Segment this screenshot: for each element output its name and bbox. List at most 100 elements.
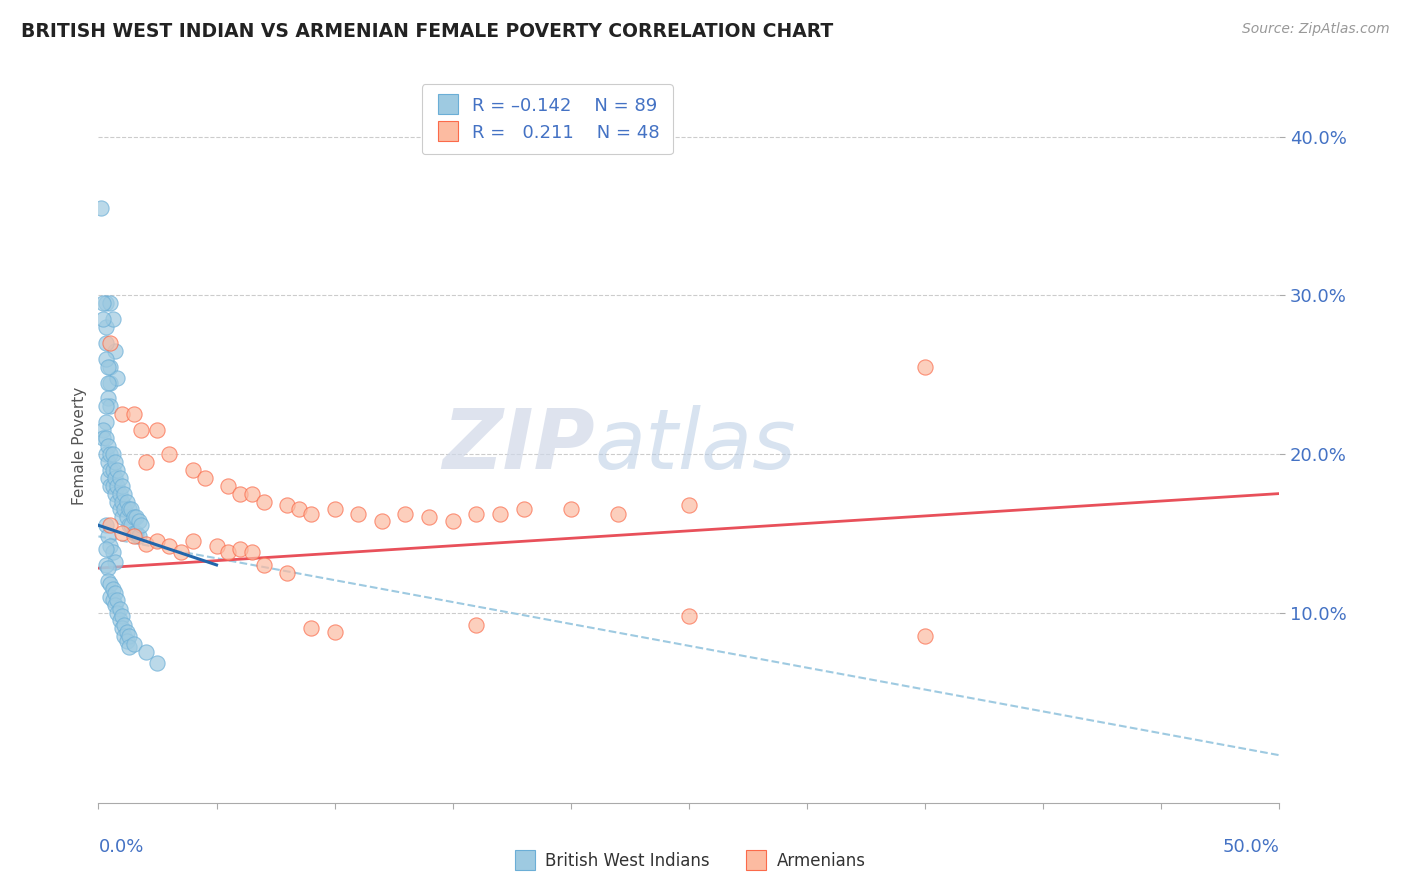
Point [105,606,128,620]
Y-axis label: Female Poverty: Female Poverty [72,387,87,505]
Point [98,447,121,461]
Point [181,463,204,477]
Point [104,343,127,358]
Point [108,502,131,516]
Point [217,478,239,492]
Point [97,471,120,485]
Point [394,507,416,521]
Point [371,514,394,528]
Point [108,614,131,628]
Point [97,439,120,453]
Point [98,539,121,553]
Point [112,502,135,516]
Point [115,510,138,524]
Point [115,624,138,639]
Point [299,621,322,635]
Point [105,371,128,385]
Text: BRITISH WEST INDIAN VS ARMENIAN FEMALE POVERTY CORRELATION CHART: BRITISH WEST INDIAN VS ARMENIAN FEMALE P… [21,22,834,41]
Point [111,621,134,635]
Point [101,447,124,461]
Point [125,526,148,541]
Point [97,376,120,390]
Point [229,486,252,500]
Point [104,455,127,469]
Point [101,312,124,326]
Point [105,592,128,607]
Point [323,502,346,516]
Point [418,510,440,524]
Point [111,608,134,623]
Point [607,507,630,521]
Point [94,518,117,533]
Point [229,542,252,557]
Point [98,577,121,591]
Text: atlas: atlas [595,406,796,486]
Point [112,486,135,500]
Point [288,502,311,516]
Point [98,400,121,414]
Point [94,447,117,461]
Point [146,423,169,437]
Point [323,624,346,639]
Point [135,455,157,469]
Point [560,502,582,516]
Point [253,558,276,572]
Point [118,502,141,516]
Point [157,447,180,461]
Point [97,392,120,406]
Point [194,471,217,485]
Point [112,629,135,643]
Point [112,618,135,632]
Point [94,415,117,429]
Point [128,529,150,543]
Point [111,494,134,508]
Point [104,586,127,600]
Point [98,359,121,374]
Point [91,312,114,326]
Point [101,478,124,492]
Point [115,494,138,508]
Point [94,542,117,557]
Point [97,455,120,469]
Point [111,478,134,492]
Text: 0.0%: 0.0% [98,838,143,855]
Point [678,498,700,512]
Point [122,529,145,543]
Point [205,539,228,553]
Point [135,537,157,551]
Point [94,431,117,445]
Point [299,507,322,521]
Point [217,545,239,559]
Point [489,507,512,521]
Point [157,539,180,553]
Point [98,463,121,477]
Point [104,486,127,500]
Point [90,201,112,215]
Point [914,359,936,374]
Point [98,296,121,310]
Point [94,558,117,572]
Point [94,400,117,414]
Point [240,545,263,559]
Point [347,507,370,521]
Text: ZIP: ZIP [441,406,595,486]
Point [125,510,148,524]
Point [181,534,204,549]
Point [108,602,131,616]
Text: Source: ZipAtlas.com: Source: ZipAtlas.com [1241,22,1389,37]
Point [94,320,117,334]
Point [146,657,169,671]
Legend: British West Indians, Armenians: British West Indians, Armenians [506,846,872,877]
Point [129,423,152,437]
Point [122,510,145,524]
Point [94,351,117,366]
Point [101,592,124,607]
Point [97,529,120,543]
Point [91,423,114,437]
Point [101,463,124,477]
Point [111,510,134,524]
Point [118,629,141,643]
Point [105,478,128,492]
Point [104,555,127,569]
Point [105,494,128,508]
